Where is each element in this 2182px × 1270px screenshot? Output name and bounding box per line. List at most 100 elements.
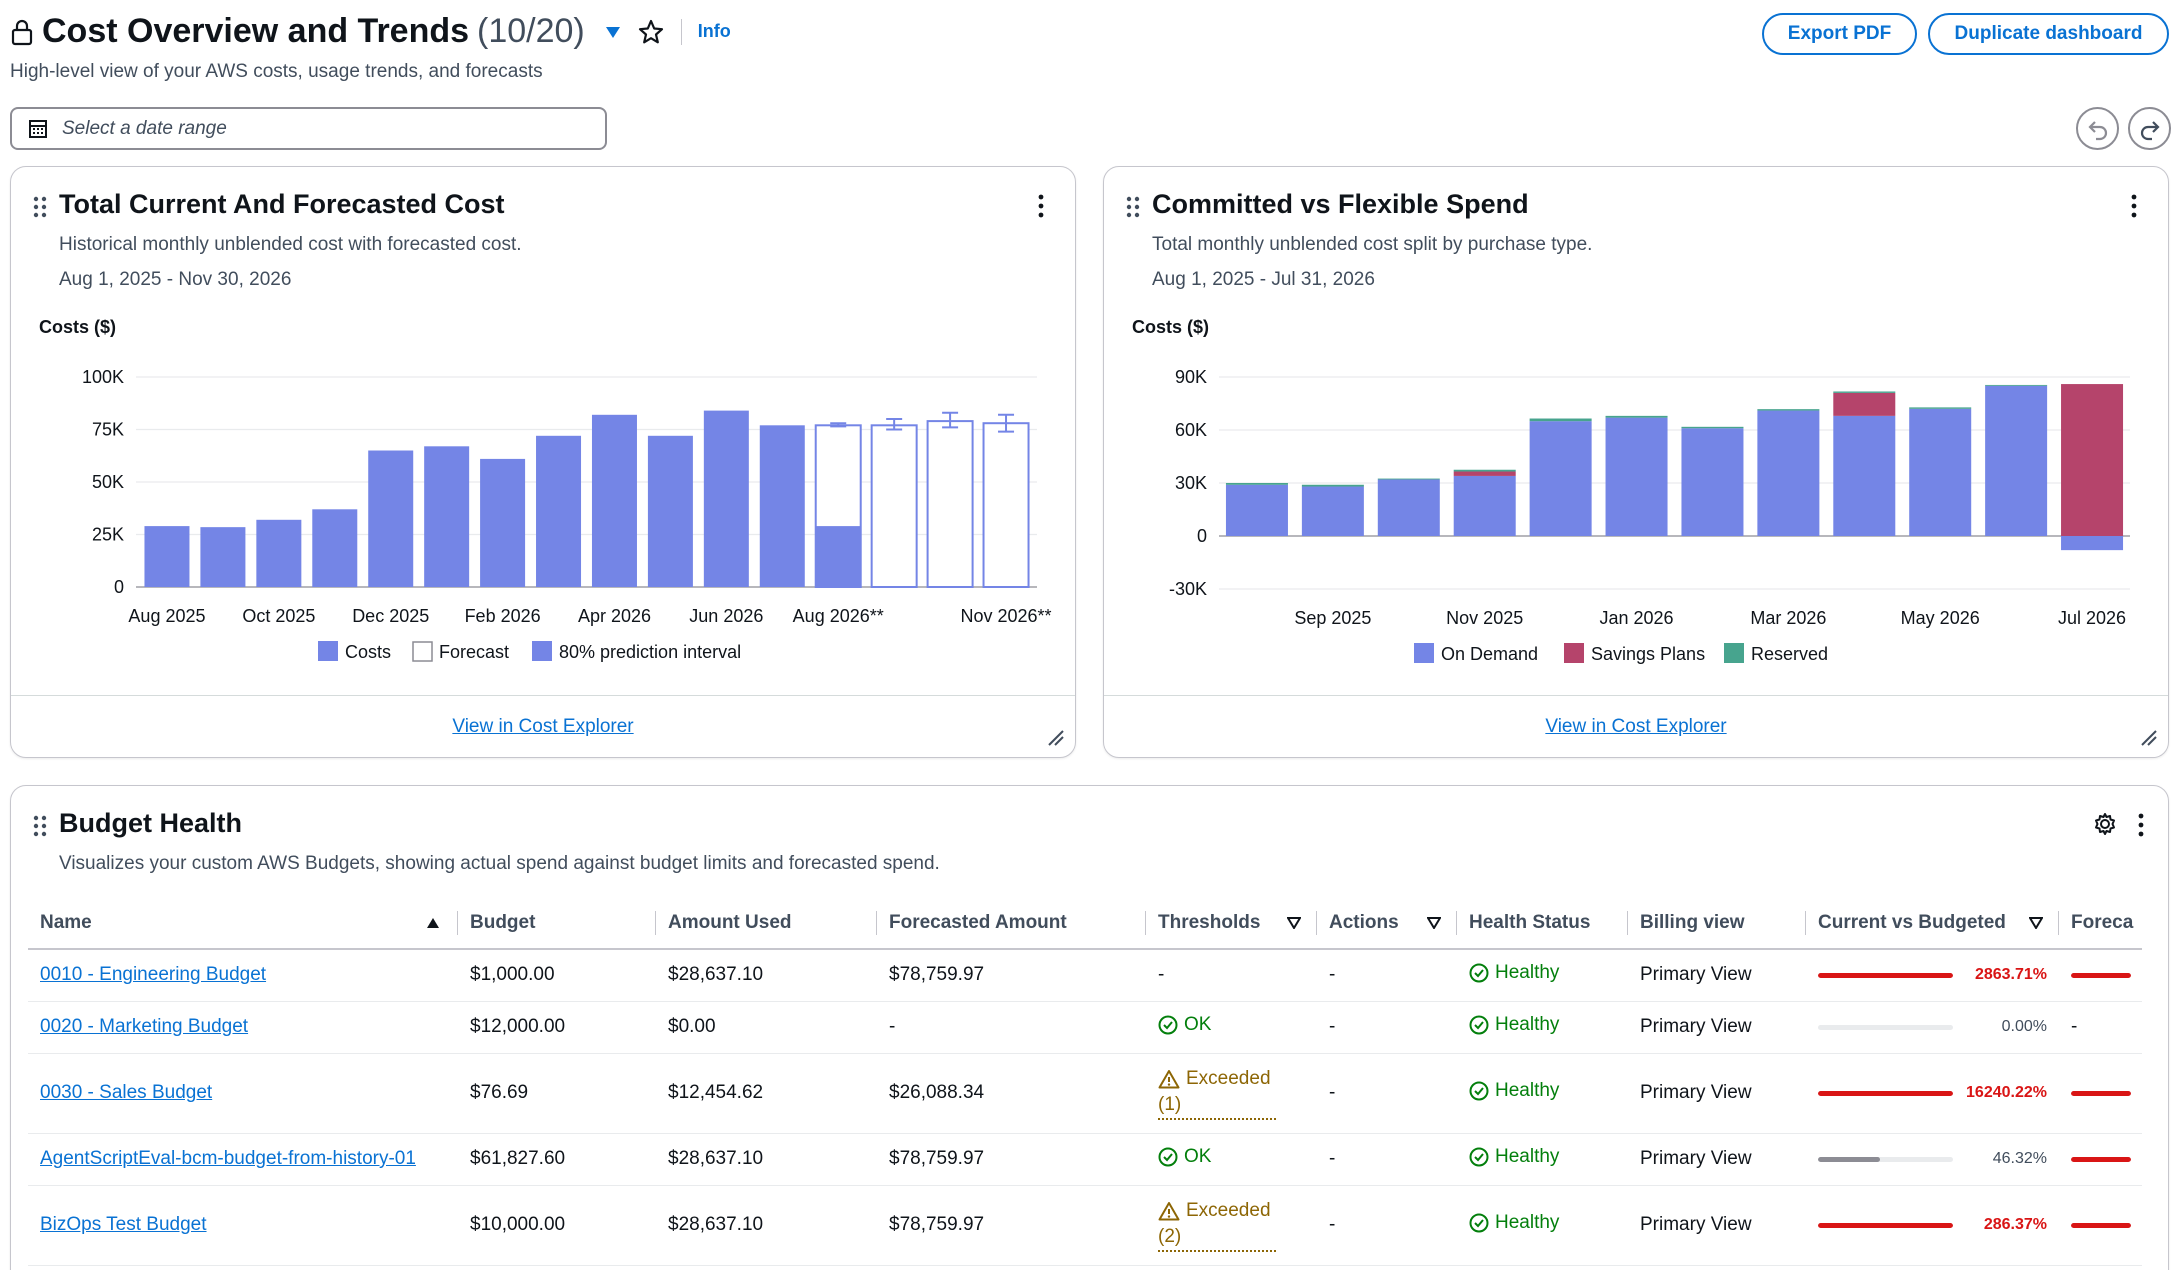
- threshold-status-exceeded[interactable]: Exceeded (1): [1158, 1066, 1276, 1120]
- more-options-icon[interactable]: [2136, 812, 2146, 838]
- budget-amount: $1,000.00: [458, 949, 656, 1002]
- column-header-forecasted-amount[interactable]: Forecasted Amount: [877, 897, 1146, 950]
- table-row: 0020 - Marketing Budget $12,000.00 $0.00- O…: [28, 1001, 2142, 1054]
- date-range-picker[interactable]: Select a date range: [10, 107, 607, 150]
- x-tick-label: Jul 2026: [2058, 608, 2126, 628]
- y-tick-label: 0: [1197, 526, 1207, 546]
- on-demand-bar: [1909, 408, 1972, 536]
- budget-name-link[interactable]: 0020 - Marketing Budget: [40, 1016, 249, 1037]
- column-header-actions[interactable]: Actions: [1317, 897, 1457, 950]
- duplicate-dashboard-button[interactable]: Duplicate dashboard: [1928, 13, 2169, 55]
- status-ok-icon: [1469, 1081, 1489, 1100]
- y-tick-label: 60K: [1175, 420, 1207, 440]
- budget-amount: $12,000.00: [458, 1001, 656, 1054]
- undo-button[interactable]: [2076, 107, 2119, 150]
- status-ok-icon: [1158, 1015, 1178, 1034]
- amount-used: $28,637.10: [656, 1133, 877, 1186]
- savings-plans-bar: [1833, 392, 1896, 416]
- caret-down-icon[interactable]: [603, 22, 623, 42]
- table-row: AgentScriptEval-bcm-budget-from-history-…: [28, 1133, 2142, 1186]
- date-range-placeholder: Select a date range: [62, 117, 227, 139]
- forecast-bar: [870, 424, 918, 588]
- amount-used: $0.00: [656, 1001, 877, 1054]
- forecast-bar: [2059, 1185, 2142, 1266]
- more-options-icon[interactable]: [1036, 193, 1046, 219]
- status-ok-icon: [1158, 1147, 1178, 1166]
- threshold-value: -: [1158, 964, 1165, 986]
- forecast-bar: [926, 420, 974, 588]
- billing-view: Primary View: [1628, 1185, 1806, 1266]
- threshold-status-ok: OK: [1158, 1146, 1211, 1168]
- column-header-thresholds[interactable]: Thresholds: [1146, 897, 1317, 950]
- filter-caret-icon[interactable]: [1287, 917, 1301, 929]
- column-header-budget[interactable]: Budget: [458, 897, 656, 950]
- y-tick-label: 0: [114, 577, 124, 597]
- billing-view: Primary View: [1628, 1053, 1806, 1134]
- widget-description: Total monthly unblended cost split by pu…: [1152, 234, 1593, 255]
- more-options-icon[interactable]: [2129, 193, 2139, 219]
- y-tick-label: 30K: [1175, 473, 1207, 493]
- health-status: Healthy: [1469, 1080, 1559, 1102]
- y-axis-title: Costs ($): [39, 317, 117, 337]
- column-header-current-vs-budgeted[interactable]: Current vs Budgeted: [1806, 897, 2059, 950]
- view-in-cost-explorer-link[interactable]: View in Cost Explorer: [452, 715, 634, 737]
- savings-plans-bar: [2061, 384, 2124, 536]
- savings-plans-bar: [1453, 471, 1516, 476]
- star-icon[interactable]: [637, 18, 665, 46]
- drag-handle-icon[interactable]: [1126, 196, 1140, 218]
- column-header-billing-view[interactable]: Billing view: [1628, 897, 1806, 950]
- actions-value: -: [1317, 1133, 1457, 1186]
- threshold-status-exceeded[interactable]: Exceeded (2): [1158, 1198, 1276, 1252]
- cost-bar: [647, 435, 693, 587]
- current-vs-budgeted-bar: 16240.22%: [1818, 1084, 2047, 1102]
- budget-amount: $10,000.00: [458, 1185, 656, 1266]
- x-tick-label: Sep 2025: [1294, 608, 1371, 628]
- filter-caret-icon[interactable]: [1427, 917, 1441, 929]
- y-tick-label: 90K: [1175, 367, 1207, 387]
- on-demand-bar: [1985, 385, 2048, 536]
- x-tick-label: Jan 2026: [1600, 608, 1674, 628]
- total-cost-widget: Total Current And Forecasted Cost Histor…: [10, 166, 1076, 758]
- budget-name-link[interactable]: AgentScriptEval-bcm-budget-from-history-…: [40, 1148, 416, 1169]
- budget-name-link[interactable]: 0030 - Sales Budget: [40, 1082, 213, 1103]
- drag-handle-icon[interactable]: [33, 815, 47, 837]
- filter-caret-icon[interactable]: [2029, 917, 2043, 929]
- column-header-health-status[interactable]: Health Status: [1457, 897, 1628, 950]
- forecasted-amount: -: [877, 1001, 1146, 1054]
- status-ok-icon: [1469, 963, 1489, 983]
- x-tick-label: Dec 2025: [352, 606, 429, 626]
- info-link[interactable]: Info: [697, 21, 731, 41]
- table-header-row: Name Budget Amount Used Forecasted Amoun…: [28, 897, 2142, 950]
- cost-bar: [368, 450, 414, 587]
- forecast-bar: [2059, 1053, 2142, 1134]
- legend-label: 80% prediction interval: [559, 642, 741, 662]
- y-tick-label: 75K: [92, 420, 124, 440]
- resize-handle-icon[interactable]: [1047, 729, 1065, 747]
- forecast-bar: [982, 422, 1030, 588]
- budget-name-link[interactable]: BizOps Test Budget: [40, 1214, 207, 1235]
- y-tick-label: 25K: [92, 525, 124, 545]
- sort-ascending-icon[interactable]: [426, 917, 440, 929]
- reserved-bar: [1909, 407, 1972, 409]
- on-demand-bar: [1225, 484, 1288, 536]
- x-tick-label: Aug 2026**: [793, 606, 884, 626]
- budget-name-link[interactable]: 0010 - Engineering Budget: [40, 964, 267, 986]
- current-vs-budgeted-bar: 286.37%: [1818, 1216, 2047, 1234]
- divider: [680, 18, 682, 45]
- y-axis-title: Costs ($): [1132, 317, 1210, 337]
- redo-button[interactable]: [2128, 107, 2171, 150]
- actions-value: -: [1317, 1185, 1457, 1266]
- amount-used: $28,637.10: [656, 1185, 877, 1266]
- resize-handle-icon[interactable]: [2140, 729, 2158, 747]
- health-status: Healthy: [1469, 962, 1559, 984]
- settings-gear-icon[interactable]: [2093, 812, 2117, 836]
- current-vs-budgeted-bar: 0.00%: [1818, 1018, 2047, 1036]
- column-header-name[interactable]: Name: [28, 897, 458, 950]
- column-header-forecast[interactable]: Foreca: [2059, 897, 2142, 950]
- widget-title: Committed vs Flexible Spend: [1152, 189, 1529, 219]
- on-demand-bar: [1833, 415, 1896, 536]
- view-in-cost-explorer-link[interactable]: View in Cost Explorer: [1545, 715, 1727, 737]
- column-header-amount-used[interactable]: Amount Used: [656, 897, 877, 950]
- drag-handle-icon[interactable]: [33, 196, 47, 218]
- export-pdf-button[interactable]: Export PDF: [1762, 13, 1917, 55]
